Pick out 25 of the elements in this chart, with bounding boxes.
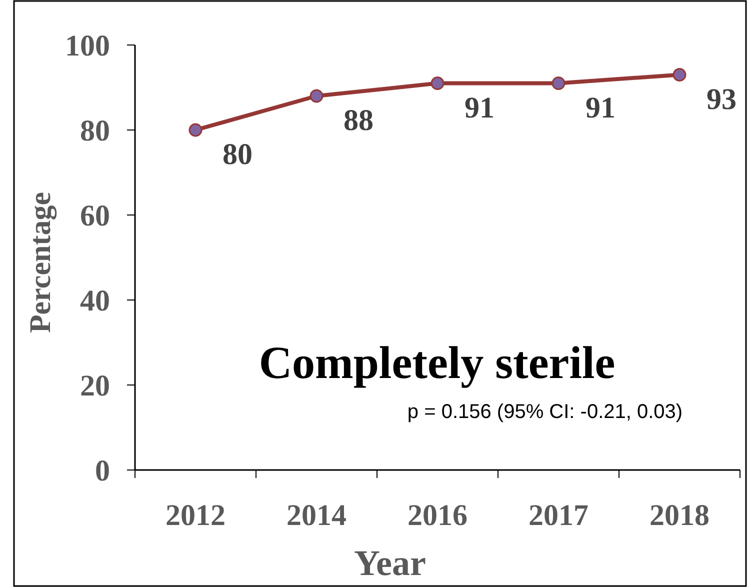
data-label: 80 — [222, 138, 252, 171]
x-tick-label: 2017 — [528, 499, 588, 532]
x-tick-label: 2016 — [408, 499, 468, 532]
y-tick-label: 80 — [80, 114, 110, 148]
text: Completely sterile — [258, 337, 616, 388]
point — [310, 89, 324, 103]
y-tick-label: 40 — [80, 284, 110, 318]
annotation: p = 0.156 (95% CI: -0.21, 0.03) — [407, 401, 683, 423]
data-label: 88 — [344, 104, 374, 137]
point — [552, 76, 566, 90]
point — [672, 68, 686, 82]
data-label: 91 — [464, 91, 494, 124]
y-tick-label: 100 — [65, 30, 110, 62]
data-label: 93 — [706, 82, 736, 116]
point — [430, 76, 444, 90]
x-tick-label: 2014 — [286, 499, 346, 532]
y-tick-label: 0 — [95, 454, 110, 488]
x-tick-label: 2018 — [650, 499, 710, 532]
y-axis-title: Percentage — [24, 192, 57, 334]
x-tick-label: 2012 — [166, 499, 226, 532]
y-tick-label: 60 — [80, 200, 110, 232]
point — [188, 123, 202, 137]
x-axis-title: Year — [354, 543, 426, 583]
y-tick-label: 20 — [80, 370, 110, 402]
data-label: 91 — [586, 91, 616, 124]
